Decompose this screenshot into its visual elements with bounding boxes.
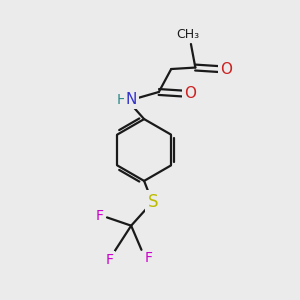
Text: F: F xyxy=(95,209,104,223)
Text: S: S xyxy=(148,193,159,211)
Text: O: O xyxy=(184,86,196,101)
Text: F: F xyxy=(106,253,114,266)
Text: N: N xyxy=(126,92,137,107)
Text: O: O xyxy=(220,61,232,76)
Text: CH₃: CH₃ xyxy=(176,28,199,41)
Text: H: H xyxy=(116,93,127,106)
Text: F: F xyxy=(145,251,153,265)
